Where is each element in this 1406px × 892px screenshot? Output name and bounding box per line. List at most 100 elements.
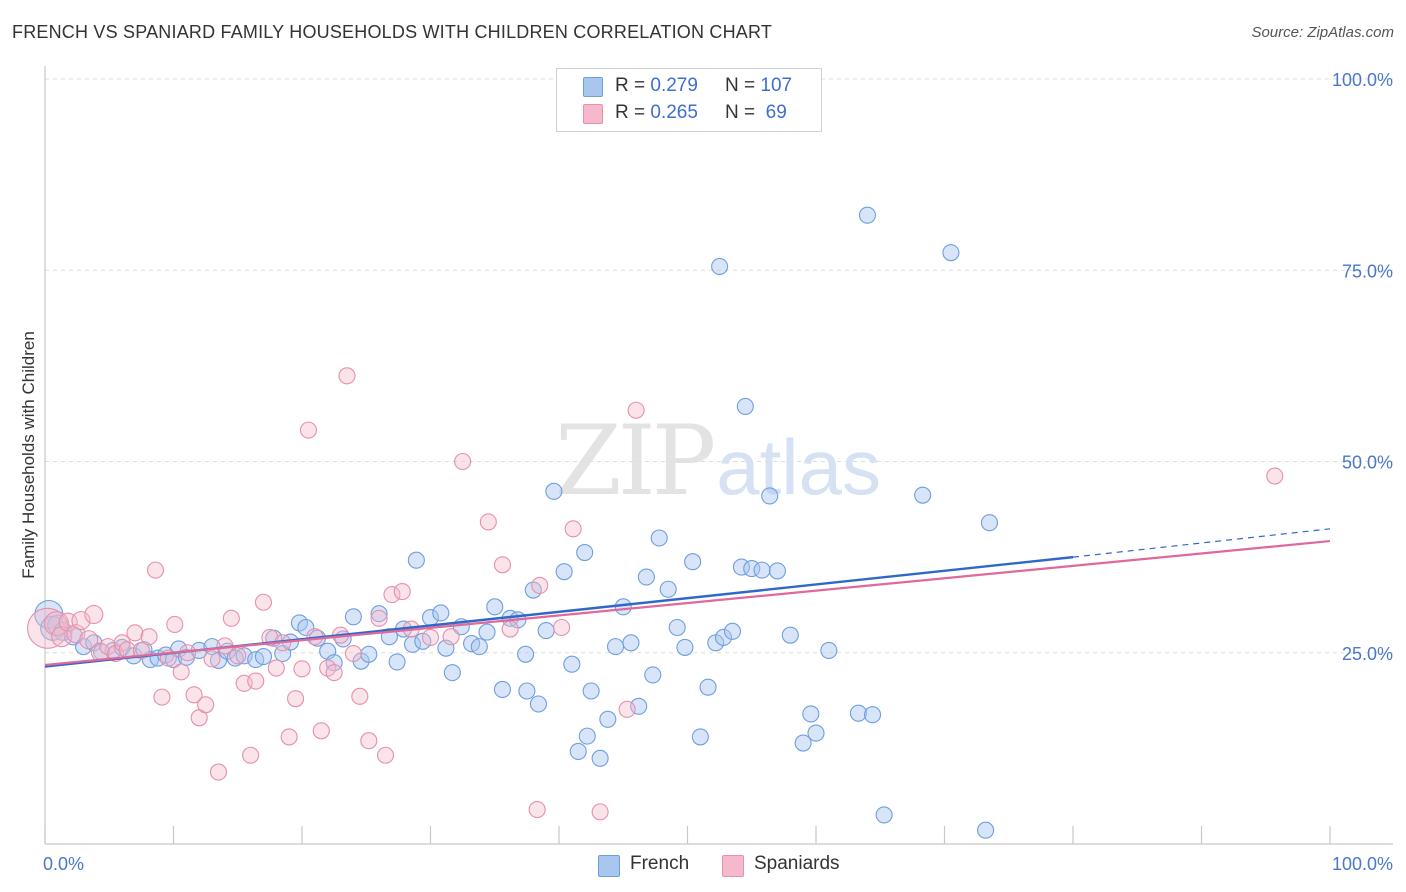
french-point [545, 482, 563, 500]
french-point [644, 666, 662, 684]
french-point [849, 704, 867, 722]
french-point [699, 678, 717, 696]
french-point [493, 680, 512, 699]
spaniards-point [287, 690, 305, 708]
spaniards-point [118, 641, 136, 659]
spaniards-point [197, 696, 215, 714]
french-point [637, 568, 655, 586]
french-point [407, 551, 425, 569]
french-point [563, 655, 581, 673]
french-point [203, 638, 221, 656]
spaniards-point [454, 452, 472, 471]
x-tick-label: 0.0% [43, 854, 84, 874]
spaniards-trend-line [44, 539, 1331, 667]
spaniards-point [222, 609, 240, 627]
legend-n-french: N = 107 [725, 75, 792, 97]
french-point [486, 598, 504, 616]
french-point [622, 634, 640, 652]
legend-r-value-french: 0.279 [650, 75, 698, 96]
spaniards-point [203, 650, 221, 668]
legend-n-value-spaniards: 69 [760, 102, 787, 123]
spaniards-point [383, 586, 401, 604]
french-point [578, 727, 596, 745]
y-tick-label: 25.0% [1342, 644, 1393, 664]
legend-r-french: R = 0.279 [615, 75, 698, 97]
french-point [599, 710, 617, 728]
french-point [209, 651, 228, 669]
french-point [723, 622, 742, 640]
french-point [676, 638, 694, 656]
trend-lines [44, 528, 1331, 668]
french-point [555, 563, 573, 581]
spaniards-point [493, 556, 512, 574]
spaniards-point [153, 688, 171, 706]
french-point [980, 514, 999, 532]
spaniards-point [564, 520, 582, 538]
legend-n-label-spaniards: N = [725, 102, 761, 123]
french-point [807, 724, 825, 742]
french-point [518, 682, 536, 700]
spaniards-point [146, 561, 165, 579]
spaniards-point [421, 628, 440, 647]
spaniards-point [376, 746, 395, 764]
spaniards-point [84, 604, 104, 625]
spaniards-point [531, 576, 549, 594]
legend-r-label-spaniards: R = [615, 102, 651, 123]
spaniards-point [293, 660, 311, 678]
french-point [768, 562, 787, 580]
spaniards-point [299, 421, 317, 439]
french-point [517, 645, 535, 663]
french-point [794, 734, 812, 752]
legend-label-spaniards: Spaniards [754, 853, 840, 874]
french-point [537, 622, 555, 640]
spaniards-point [501, 620, 519, 638]
legend-n-spaniards: N = 69 [725, 102, 787, 124]
french-point [914, 486, 932, 504]
spaniards-point [618, 700, 636, 718]
french-point [370, 605, 388, 623]
french-point [711, 257, 729, 275]
y-tick-label: 100.0% [1332, 70, 1393, 90]
legend-swatch-spaniards [583, 104, 603, 124]
french-point [977, 821, 995, 839]
tick-labels: 25.0% 50.0% 75.0% 100.0% 0.0% 100.0% [43, 70, 1393, 874]
y-axis-label: Family Households with Children [19, 331, 38, 579]
french-point [736, 397, 754, 415]
french-point [529, 695, 547, 713]
axes [44, 66, 1393, 845]
legend-r-spaniards: R = 0.265 [615, 102, 698, 124]
french-point [714, 628, 733, 647]
spaniards-point [140, 628, 158, 646]
spaniards-point [185, 686, 203, 704]
french-point [684, 553, 702, 571]
french-point [781, 626, 799, 644]
spaniards-point [338, 367, 356, 385]
french-point [478, 623, 496, 641]
french-point [414, 632, 432, 650]
french-point [591, 749, 609, 767]
french-point [297, 618, 315, 637]
french-point [802, 705, 820, 723]
series-spaniards-points [27, 367, 1284, 821]
legend-r-label-french: R = [615, 75, 651, 96]
french-point [470, 638, 488, 656]
spaniards-point [166, 615, 184, 633]
spaniards-point [267, 659, 285, 677]
x-tick-label: 100.0% [1332, 854, 1393, 874]
spaniards-point [229, 647, 247, 665]
french-point [753, 561, 771, 579]
french-point [691, 728, 709, 746]
legend-swatch-french [583, 77, 603, 97]
french-point [606, 638, 625, 656]
french-point [360, 645, 378, 663]
correlation-legend: R = 0.279 N = 107 R = 0.265 N = 69 [556, 68, 822, 132]
french-point [569, 742, 587, 760]
grid-lines [45, 78, 1393, 654]
french-point [875, 806, 893, 824]
french-point [403, 635, 422, 653]
series-legend: French Spaniards [0, 852, 1406, 878]
spaniards-point [312, 722, 330, 740]
legend-marker-spaniards [722, 855, 744, 877]
french-point [863, 706, 882, 724]
french-point [659, 580, 677, 598]
